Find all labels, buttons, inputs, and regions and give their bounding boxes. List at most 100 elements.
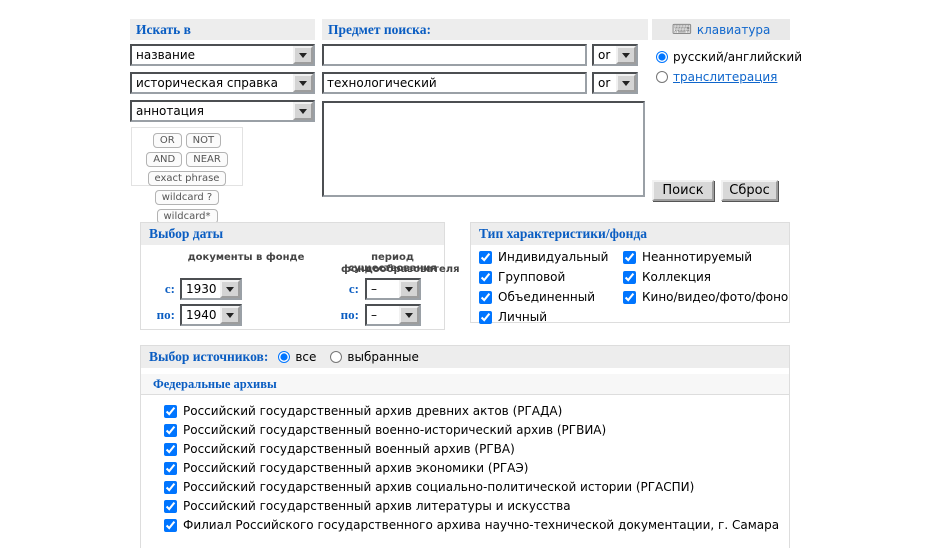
subject-op-select-1[interactable]: or (592, 44, 638, 66)
sources-selected-option: выбранные (330, 350, 419, 364)
archive-checkbox[interactable] (164, 499, 177, 513)
fond-type-label: Индивидуальный (498, 250, 609, 264)
keyboard-bar[interactable]: ⌨ клавиатура (652, 19, 790, 40)
subject-input-2[interactable] (322, 72, 587, 94)
subject-op-select-2[interactable]: or (592, 72, 638, 94)
archive-checkbox[interactable] (164, 442, 177, 456)
doc-to-select[interactable]: 1940 (180, 304, 242, 326)
operator-not-button[interactable]: NOT (185, 133, 222, 148)
search-in-header: Искать в (130, 19, 315, 40)
operator-and-button[interactable]: AND (146, 152, 183, 167)
chevron-down-icon[interactable] (293, 74, 313, 92)
keyboard-icon: ⌨ (671, 21, 692, 38)
doc-from-select[interactable]: 1930 (180, 278, 242, 300)
archive-link[interactable]: Российский государственный архив экономи… (183, 461, 529, 475)
archive-row: Российский государственный архив литерат… (164, 499, 571, 513)
fond-type-individual-checkbox[interactable] (479, 250, 492, 264)
archive-row: Российский государственный архив древних… (164, 404, 562, 418)
archive-link[interactable]: Российский государственный архив социаль… (183, 480, 695, 494)
subject-input-1[interactable] (322, 44, 587, 66)
operator-wildcard-q-button[interactable]: wildcard ? (154, 190, 220, 205)
archive-link[interactable]: Российский государственный военно-истори… (183, 423, 607, 437)
archive-row: Российский государственный военный архив… (164, 442, 515, 456)
fond-type-item: Объединенный (479, 290, 595, 304)
search-field-select-2-value: историческая справка (136, 76, 278, 90)
transliteration-radio[interactable] (656, 71, 668, 83)
chevron-down-icon[interactable] (293, 46, 313, 64)
doc-to-label: по: (156, 307, 175, 322)
subject-op-select-1-value: or (598, 48, 611, 62)
sources-all-option: все (278, 350, 316, 364)
archive-checkbox[interactable] (164, 518, 177, 532)
archive-row: Филиал Российского государственного архи… (164, 518, 779, 532)
operators-box: OR NOT AND NEAR exact phrase wildcard ? … (131, 127, 243, 224)
sources-all-radio[interactable] (278, 351, 291, 363)
archive-row: Российский государственный архив социаль… (164, 480, 694, 494)
operator-exact-phrase-button[interactable]: exact phrase (147, 171, 227, 186)
date-selection-box: Выбор даты документы в фонде период суще… (140, 222, 460, 330)
keyboard-link[interactable]: клавиатура (696, 22, 771, 37)
federal-archives-header: Федеральные архивы (141, 374, 789, 395)
archive-link[interactable]: Российский государственный военный архив… (183, 442, 515, 456)
fond-type-header: Тип характеристики/фонда (471, 223, 789, 245)
archive-link[interactable]: Российский государственный архив литерат… (183, 499, 571, 513)
russian-english-radio[interactable] (656, 51, 668, 63)
fond-type-group-checkbox[interactable] (479, 270, 492, 284)
fond-type-label: Кино/видео/фото/фоно (642, 290, 789, 304)
search-button[interactable]: Поиск (652, 180, 714, 201)
subject-textarea[interactable] (322, 101, 645, 197)
archive-link[interactable]: Филиал Российского государственного архи… (183, 518, 780, 532)
search-field-select-1-value: название (136, 48, 196, 62)
chevron-down-icon[interactable] (616, 46, 636, 64)
doc-from-value: 1930 (186, 282, 217, 296)
chevron-down-icon[interactable] (399, 306, 419, 324)
creator-from-value: – (371, 282, 377, 296)
creator-to-select[interactable]: – (365, 304, 421, 326)
archive-link[interactable]: Российский государственный архив древних… (183, 404, 563, 418)
sources-header-bar: Выбор источников: все выбранные (141, 346, 789, 368)
fond-type-item: Личный (479, 310, 547, 324)
subject-header: Предмет поиска: (322, 19, 648, 40)
creator-period-label-line1: период существования (348, 252, 437, 274)
fond-type-collection-checkbox[interactable] (623, 270, 636, 284)
language-option-russian-english: русский/английский (656, 50, 802, 64)
fond-type-personal-checkbox[interactable] (479, 310, 492, 324)
fond-type-united-checkbox[interactable] (479, 290, 492, 304)
archive-checkbox[interactable] (164, 480, 177, 494)
search-field-select-2[interactable]: историческая справка (130, 72, 315, 94)
fond-type-box: Тип характеристики/фонда Индивидуальный … (470, 222, 790, 324)
sources-all-label: все (295, 350, 317, 364)
search-field-select-3[interactable]: аннотация (130, 100, 315, 122)
chevron-down-icon[interactable] (293, 102, 313, 120)
fond-type-label: Групповой (498, 270, 566, 284)
transliteration-link[interactable]: транслитерация (673, 70, 778, 84)
chevron-down-icon[interactable] (220, 280, 240, 298)
fond-type-label: Коллекция (642, 270, 712, 284)
search-field-select-1[interactable]: название (130, 44, 315, 66)
doc-to-value: 1940 (186, 308, 217, 322)
language-option-transliteration: транслитерация (656, 70, 777, 84)
fond-type-item: Неаннотируемый (623, 250, 752, 264)
archive-checkbox[interactable] (164, 461, 177, 475)
operator-or-button[interactable]: OR (152, 133, 182, 148)
fond-type-media-checkbox[interactable] (623, 290, 636, 304)
operator-near-button[interactable]: NEAR (186, 152, 228, 167)
chevron-down-icon[interactable] (399, 280, 419, 298)
date-selection-header: Выбор даты (141, 223, 444, 245)
fond-type-label: Личный (498, 310, 548, 324)
creator-to-label: по: (340, 307, 359, 322)
search-field-select-3-value: аннотация (136, 104, 204, 118)
subject-op-select-2-value: or (598, 76, 611, 90)
fond-type-unannotated-checkbox[interactable] (623, 250, 636, 264)
fond-type-item: Коллекция (623, 270, 711, 284)
creator-from-select[interactable]: – (365, 278, 421, 300)
chevron-down-icon[interactable] (616, 74, 636, 92)
creator-period-label-line2: фондообразователя (341, 264, 460, 275)
sources-title: Выбор источников: (149, 349, 269, 364)
archive-checkbox[interactable] (164, 423, 177, 437)
archive-checkbox[interactable] (164, 404, 177, 418)
reset-button[interactable]: Сброс (721, 180, 778, 201)
sources-selected-radio[interactable] (330, 351, 343, 363)
chevron-down-icon[interactable] (220, 306, 240, 324)
